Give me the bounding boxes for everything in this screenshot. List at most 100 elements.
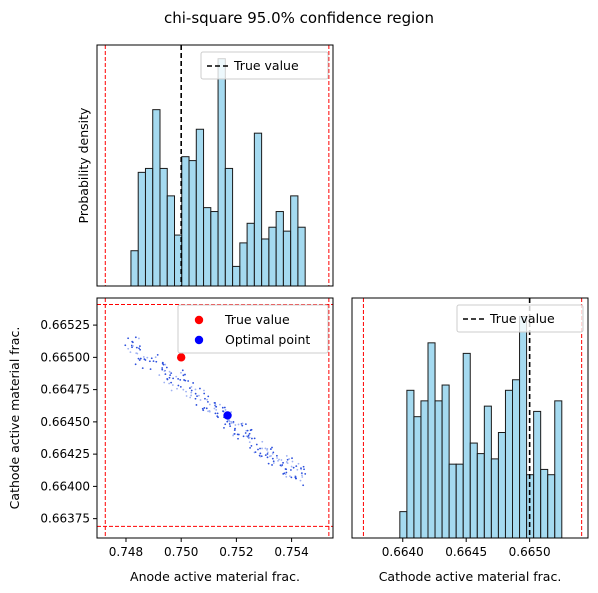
sample-point	[171, 384, 174, 386]
sample-point	[260, 455, 263, 458]
sample-point	[141, 367, 144, 370]
histogram-bar	[246, 222, 255, 287]
sample-point	[246, 429, 249, 432]
sample-point	[204, 397, 206, 400]
sample-point	[271, 464, 273, 466]
sample-point	[189, 387, 191, 389]
cathode-histogram-bars	[399, 315, 563, 539]
sample-point	[138, 359, 141, 361]
sample-point	[244, 423, 247, 426]
sample-point	[237, 423, 240, 426]
sample-point	[165, 366, 168, 369]
sample-cloud	[124, 336, 307, 487]
sample-point	[249, 429, 252, 432]
sample-point	[284, 473, 287, 476]
sample-point	[203, 392, 206, 395]
sample-point	[182, 388, 185, 391]
histogram-bar	[224, 167, 234, 287]
histogram-bar	[166, 195, 176, 287]
sample-point	[190, 394, 193, 397]
sample-point	[207, 410, 209, 413]
sample-point	[234, 427, 236, 430]
sample-point	[228, 423, 231, 425]
sample-point	[223, 406, 226, 409]
scatter-key-points	[176, 353, 232, 420]
sample-point	[146, 356, 149, 359]
histogram-bar	[441, 384, 450, 539]
sample-point	[234, 424, 237, 426]
sample-point	[127, 347, 130, 350]
sample-point	[127, 337, 130, 340]
true-value-point	[176, 353, 186, 362]
sample-point	[281, 464, 284, 466]
y-tick-label: 0.66475	[40, 383, 90, 397]
anode-histogram-legend: True value	[200, 51, 329, 80]
sample-point	[285, 455, 288, 457]
legend-optimal-point-label: Optimal point	[225, 332, 310, 347]
sample-point	[230, 421, 233, 423]
sample-point	[194, 388, 197, 391]
sample-point	[134, 363, 137, 366]
sample-point	[245, 429, 248, 432]
sample-point	[237, 437, 239, 440]
sample-point	[285, 475, 288, 478]
histogram-bar	[217, 58, 226, 287]
histogram-bar	[210, 211, 219, 287]
scatter-legend: True value Optimal point	[177, 304, 329, 354]
sample-point	[168, 376, 171, 379]
cathode-histogram-legend: True value	[456, 304, 584, 333]
histogram-bar	[540, 468, 549, 539]
sample-point	[230, 411, 233, 413]
histogram-bar	[253, 132, 263, 287]
sample-point	[280, 459, 283, 461]
histogram-bar	[239, 242, 248, 287]
sample-point	[199, 387, 201, 390]
sample-point	[302, 465, 305, 468]
sample-point	[302, 484, 305, 487]
histogram-bar	[413, 416, 422, 539]
sample-point	[176, 387, 178, 390]
sample-point	[291, 457, 293, 460]
sample-point	[290, 469, 292, 471]
sample-point	[168, 370, 171, 373]
sample-point	[184, 379, 187, 382]
sample-point	[271, 446, 273, 449]
x-tick-label: 0.748	[109, 545, 143, 559]
sample-point	[294, 475, 297, 478]
sample-point	[271, 452, 274, 455]
sample-point	[271, 457, 274, 460]
sample-point	[139, 345, 141, 347]
sample-point	[233, 429, 236, 432]
sample-point	[285, 471, 288, 474]
sample-point	[241, 424, 244, 427]
sample-point	[190, 386, 193, 388]
x-tick-label: 0.754	[274, 545, 308, 559]
sample-point	[282, 461, 284, 464]
sample-point	[250, 444, 253, 447]
sample-point	[266, 456, 269, 459]
sample-point	[213, 407, 216, 410]
sample-point	[162, 363, 165, 366]
sample-point	[135, 346, 138, 349]
sample-point	[295, 465, 298, 468]
panel-cathode-histogram: 0.6640 0.6645 0.6650 Cathode active materi…	[351, 297, 589, 584]
sample-point	[266, 449, 268, 451]
histogram-bar	[130, 250, 139, 287]
sample-point	[297, 462, 300, 465]
sample-point	[164, 363, 167, 366]
sample-point	[224, 409, 227, 411]
sample-point	[206, 401, 209, 403]
sample-point	[217, 416, 219, 419]
sample-point	[170, 381, 173, 384]
sample-point	[285, 461, 288, 463]
histogram-bar	[152, 109, 161, 287]
histogram-bar	[420, 400, 429, 539]
sample-point	[172, 377, 175, 380]
sample-point	[219, 403, 221, 406]
scatter-reference-lines	[97, 298, 333, 538]
histogram-bar	[137, 171, 146, 287]
sample-point	[275, 454, 278, 457]
histogram-bar	[268, 226, 277, 287]
legend-box	[456, 304, 584, 333]
